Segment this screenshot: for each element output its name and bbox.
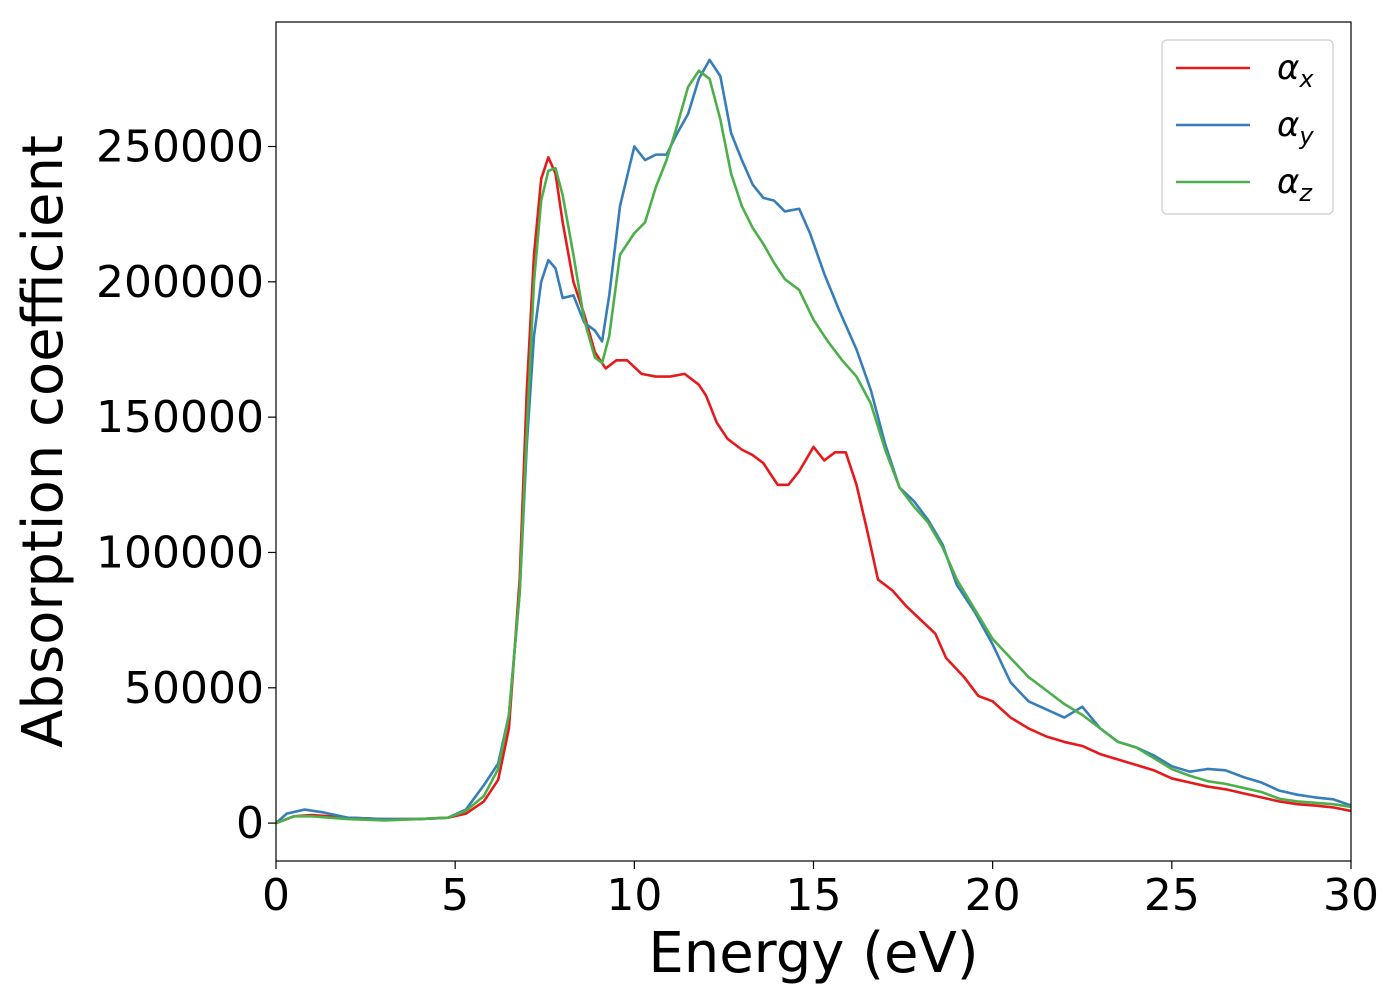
legend-label-alpha-x: αx: [1277, 48, 1314, 93]
x-tick-label: 15: [786, 870, 842, 921]
legend-label-alpha-z: αz: [1277, 162, 1313, 207]
y-tick-label: 50000: [124, 663, 264, 714]
x-tick-label: 20: [965, 870, 1021, 921]
y-axis-ticks: 0 50000 100000 150000 200000 250000: [96, 121, 276, 849]
x-tick-label: 10: [606, 870, 662, 921]
y-tick-label: 100000: [96, 527, 264, 578]
y-axis-title: Absorption coefficient: [11, 135, 76, 748]
y-tick-label: 200000: [96, 257, 264, 308]
x-tick-label: 5: [441, 870, 469, 921]
y-tick-label: 250000: [96, 121, 264, 172]
x-axis-ticks: 0 5 10 15 20 25 30: [262, 861, 1379, 921]
y-tick-label: 150000: [96, 392, 264, 443]
series-line-alpha-z: [276, 69, 1351, 825]
x-tick-label: 25: [1144, 870, 1200, 921]
x-tick-label: 30: [1323, 870, 1379, 921]
legend: αx αy αz: [1161, 39, 1334, 215]
x-axis-title: Energy (eV): [648, 921, 978, 986]
legend-label-alpha-y: αy: [1277, 105, 1314, 150]
series-group: [276, 58, 1351, 825]
x-tick-label: 0: [262, 870, 290, 921]
y-tick-label: 0: [236, 798, 264, 849]
legend-box: [1161, 39, 1334, 215]
series-line-alpha-x: [276, 156, 1351, 825]
